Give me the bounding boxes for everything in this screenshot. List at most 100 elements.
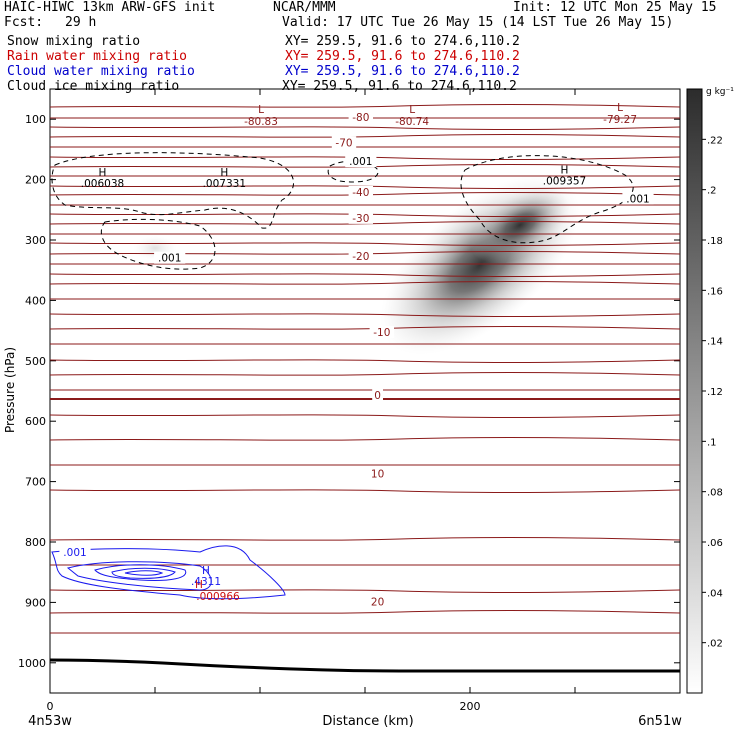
isotherm-label: 0 [374, 390, 381, 402]
cloud-water-label: .001 [63, 547, 86, 559]
isotherm-label: -10 [373, 327, 390, 339]
colorbar-tick-label: .2 [707, 186, 717, 197]
cloud-water-max-value: .4311 [191, 576, 221, 588]
colorbar-tick-label: .06 [707, 538, 723, 549]
cloud-ice-label: .001 [349, 156, 372, 168]
y-axis-title: Pressure (hPa) [3, 347, 17, 433]
field-xy-cloud-water: XY= 259.5, 91.6 to 274.6,110.2 [285, 64, 520, 79]
cloud-ice-max-type: H [561, 164, 569, 176]
field-xy-rain: XY= 259.5, 91.6 to 274.6,110.2 [285, 49, 520, 64]
colorbar [686, 88, 703, 694]
temp-extremum-value: -80.74 [395, 116, 429, 128]
colorbar-ticks: .22 .2 .18 .16 .14 .12 .1 .08 .06 .04 .02 [702, 135, 723, 650]
y-tick-label: 600 [25, 415, 46, 428]
isotherm [49, 220, 681, 225]
isotherm-label-bg [368, 595, 387, 608]
cloud-ice-max-type: H [220, 167, 228, 179]
isotherm [49, 133, 681, 138]
isotherm [49, 536, 681, 541]
y-tick-label: 1000 [18, 657, 46, 670]
snow-shading [133, 175, 580, 355]
terrain-line [49, 658, 680, 673]
cloud-ice-max-value: .006038 [81, 178, 124, 190]
y-tick-label: 100 [25, 113, 46, 126]
y-tick-label: 500 [25, 355, 46, 368]
cloud-ice-max-value: .009357 [543, 175, 586, 187]
isotherm [49, 414, 681, 419]
isotherm-label-bg [372, 388, 383, 401]
isotherm-label: 20 [371, 596, 384, 608]
isotherm-label: 10 [371, 468, 384, 480]
colorbar-tick-label: .08 [707, 488, 723, 499]
temp-extremum-value: -79.27 [603, 114, 637, 126]
y-tick-label: 400 [25, 294, 46, 307]
isotherm-label: -20 [352, 251, 369, 263]
temp-extremum-type: L [258, 104, 264, 116]
field-xy-cloud-ice: XY= 259.5, 91.6 to 274.6,110.2 [282, 79, 517, 94]
cloud-water-max-type: H [202, 565, 210, 577]
cloud-water-contours [51, 545, 286, 600]
isotherm [49, 213, 681, 218]
cloud-ice-label: .001 [626, 194, 649, 206]
contour-labels: -80-70-40-30-20-1001020L-80.83L-80.74L-7… [59, 102, 654, 608]
cloud-ice-max-type: H [99, 167, 107, 179]
isotherm [49, 313, 681, 318]
isotherm [49, 156, 681, 161]
y-tick-label: 200 [25, 174, 46, 187]
isotherm [49, 103, 681, 108]
isotherm [49, 273, 681, 278]
x-axis-title: Distance (km) [322, 714, 413, 729]
isotherm-label-bg [368, 467, 387, 480]
x-tick-label: 0 [47, 700, 54, 713]
cloud-ice-label-bg [345, 155, 377, 168]
isotherm [49, 489, 681, 494]
cloud-ice-contour-right [460, 155, 634, 244]
forecast-label: Fcst: [4, 15, 44, 30]
isotherm [49, 280, 681, 285]
rain-max-value: .000966 [196, 591, 240, 603]
colorbar-tick-label: .18 [707, 236, 723, 247]
cloud-ice-label-bg [622, 192, 654, 205]
isotherm [49, 436, 681, 441]
isotherm [49, 589, 681, 594]
field-label-snow: Snow mixing ratio [7, 34, 141, 49]
isotherm [49, 126, 681, 131]
colorbar-tick-label: .04 [707, 588, 723, 599]
temperature-contours [49, 103, 681, 634]
isotherm-zero [49, 397, 681, 401]
x-tick-label: 200 [460, 700, 481, 713]
field-label-cloud-water: Cloud water mixing ratio [7, 64, 195, 79]
cloud-water-label-bg [59, 546, 91, 558]
left-endpoint: 4n53w [28, 714, 72, 729]
isotherm-label-bg [369, 326, 394, 339]
cloud-ice-label: .001 [158, 253, 181, 265]
isotherm [49, 191, 681, 196]
cloud-ice-contour-lower [100, 218, 216, 270]
isotherm [49, 371, 681, 376]
cloud-ice-max-value: .007331 [203, 178, 246, 190]
isotherm-label: -80 [352, 112, 369, 124]
model-title: HAIC-HIWC 13km ARW-GFS init [4, 0, 216, 15]
temp-extremum-type: L [409, 104, 415, 116]
y-tick-label: 300 [25, 234, 46, 247]
temp-extremum-type: L [617, 102, 623, 114]
colorbar-tick-label: .22 [707, 135, 723, 146]
right-endpoint: 6n51w [638, 714, 682, 729]
colorbar-tick-label: .02 [707, 639, 723, 650]
colorbar-tick-label: .16 [707, 286, 723, 297]
isotherm [49, 185, 681, 190]
field-label-cloud-ice: Cloud ice mixing ratio [7, 79, 180, 94]
init-time: Init: 12 UTC Mon 25 May 15 [513, 0, 717, 15]
colorbar-tick-label: .1 [707, 437, 717, 448]
temp-extremum-value: -80.83 [244, 116, 278, 128]
isotherm-label: -30 [352, 213, 369, 225]
isotherm [49, 325, 681, 330]
isotherm-label-bg [348, 111, 373, 124]
cloud-ice-contour-left [51, 152, 295, 229]
forecast-hours: 29 h [65, 15, 97, 30]
y-tick-label: 800 [25, 536, 46, 549]
y-tick-label: 700 [25, 476, 46, 489]
field-label-rain: Rain water mixing ratio [7, 49, 188, 64]
